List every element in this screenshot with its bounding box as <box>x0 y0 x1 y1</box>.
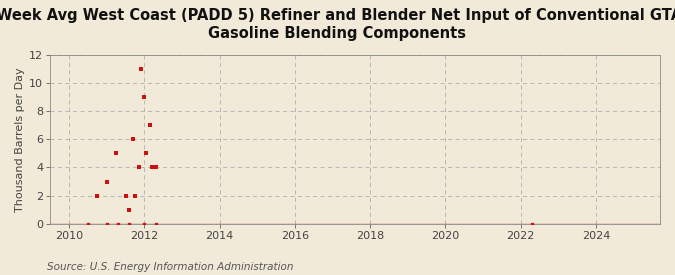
Point <box>135 67 146 71</box>
Point <box>120 193 131 198</box>
Point <box>146 165 157 170</box>
Point <box>92 193 103 198</box>
Point <box>139 95 150 99</box>
Text: 4 Week Avg West Coast (PADD 5) Refiner and Blender Net Input of Conventional GTA: 4 Week Avg West Coast (PADD 5) Refiner a… <box>0 8 675 41</box>
Point <box>141 151 152 156</box>
Point <box>133 165 144 170</box>
Point <box>101 179 112 184</box>
Point <box>124 208 135 212</box>
Point <box>128 137 138 141</box>
Y-axis label: Thousand Barrels per Day: Thousand Barrels per Day <box>15 67 25 211</box>
Text: Source: U.S. Energy Information Administration: Source: U.S. Energy Information Administ… <box>47 262 294 272</box>
Point <box>144 123 155 127</box>
Point <box>151 165 161 170</box>
Point <box>130 193 140 198</box>
Point <box>111 151 122 156</box>
